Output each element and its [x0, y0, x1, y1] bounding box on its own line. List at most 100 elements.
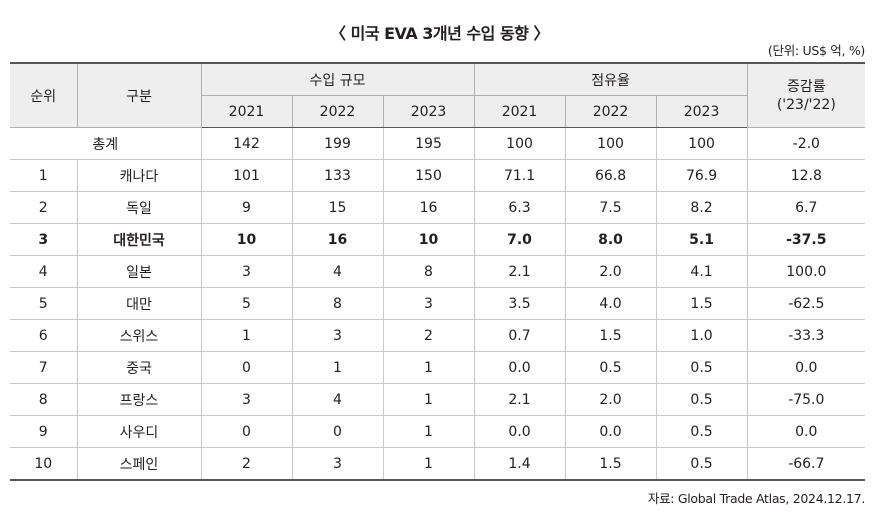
- import-value-cell: 8: [291, 287, 383, 320]
- import-value-cell: 1: [382, 447, 475, 481]
- change-value-cell: -75.0: [746, 383, 866, 416]
- rank-cell: 4: [10, 255, 77, 288]
- change-value-cell: 6.7: [746, 191, 866, 224]
- unit-note: (단위: US$ 억, %): [767, 43, 865, 58]
- import-value-cell: 16: [382, 191, 475, 224]
- table-row: 총계 142 199 195 100 100 100 -2.0: [10, 127, 866, 160]
- source-note: 자료: Global Trade Atlas, 2024.12.17.: [647, 491, 865, 506]
- header-rank: 순위: [10, 62, 78, 128]
- import-value-cell: 101: [200, 159, 292, 192]
- import-value-cell: 8: [382, 255, 475, 288]
- header-share-year: 2021: [473, 95, 566, 128]
- table-row: 1 캐나다 101 133 150 71.1 66.8 76.9 12.8: [10, 159, 866, 192]
- rank-cell: 5: [10, 287, 77, 320]
- share-value-cell: 0.7: [473, 319, 566, 352]
- header-share-year: 2023: [655, 95, 748, 128]
- share-value-cell: 1.5: [564, 319, 657, 352]
- import-value-cell: 0: [200, 415, 292, 448]
- import-value-cell: 3: [382, 287, 475, 320]
- share-value-cell: 5.1: [655, 223, 748, 256]
- share-value-cell: 1.5: [655, 287, 748, 320]
- import-value-cell: 150: [382, 159, 475, 192]
- share-value-cell: 0.0: [473, 351, 566, 384]
- import-value-cell: 4: [291, 255, 383, 288]
- country-cell: 사우디: [76, 415, 201, 448]
- header-change-label: 증감률: [786, 78, 826, 95]
- import-value-cell: 0: [200, 351, 292, 384]
- country-cell: 스위스: [76, 319, 201, 352]
- change-value-cell: 0.0: [746, 351, 866, 384]
- import-value-cell: 195: [382, 127, 475, 160]
- share-value-cell: 2.0: [564, 255, 657, 288]
- import-value-cell: 0: [291, 415, 383, 448]
- header-import-year: 2023: [382, 95, 475, 128]
- share-value-cell: 0.0: [564, 415, 657, 448]
- import-value-cell: 2: [200, 447, 292, 481]
- import-value-cell: 199: [291, 127, 383, 160]
- rank-cell: 8: [10, 383, 77, 416]
- header-change: 증감률 ('23/'22): [746, 62, 866, 128]
- header-import-year: 2021: [200, 95, 293, 128]
- import-value-cell: 3: [200, 255, 292, 288]
- import-value-cell: 3: [291, 319, 383, 352]
- import-value-cell: 16: [291, 223, 383, 256]
- import-value-cell: 3: [291, 447, 383, 481]
- rank-cell: 6: [10, 319, 77, 352]
- share-value-cell: 8.0: [564, 223, 657, 256]
- table-row: 7 중국 0 1 1 0.0 0.5 0.5 0.0: [10, 351, 866, 384]
- share-value-cell: 0.0: [473, 415, 566, 448]
- share-value-cell: 4.1: [655, 255, 748, 288]
- import-trend-table: 순위 구분 수입 규모 점유율 증감률 ('23/'22) 2021 2022 …: [10, 62, 866, 481]
- country-cell: 대만: [76, 287, 201, 320]
- change-value-cell: -37.5: [746, 223, 866, 256]
- table-row: 5 대만 5 8 3 3.5 4.0 1.5 -62.5: [10, 287, 866, 320]
- share-value-cell: 2.1: [473, 383, 566, 416]
- import-value-cell: 1: [382, 415, 475, 448]
- rank-cell: 7: [10, 351, 77, 384]
- table-row: 10 스페인 2 3 1 1.4 1.5 0.5 -66.7: [10, 447, 866, 481]
- share-value-cell: 1.4: [473, 447, 566, 481]
- rank-cell: 2: [10, 191, 77, 224]
- import-value-cell: 1: [291, 351, 383, 384]
- table-row: 4 일본 3 4 8 2.1 2.0 4.1 100.0: [10, 255, 866, 288]
- header-share-year: 2022: [564, 95, 657, 128]
- header-import-year: 2022: [291, 95, 384, 128]
- share-value-cell: 7.0: [473, 223, 566, 256]
- table-row: 6 스위스 1 3 2 0.7 1.5 1.0 -33.3: [10, 319, 866, 352]
- table-row: 8 프랑스 3 4 1 2.1 2.0 0.5 -75.0: [10, 383, 866, 416]
- change-value-cell: -2.0: [746, 127, 866, 160]
- country-cell: 독일: [76, 191, 201, 224]
- change-value-cell: -33.3: [746, 319, 866, 352]
- import-value-cell: 10: [200, 223, 292, 256]
- import-value-cell: 10: [382, 223, 475, 256]
- import-value-cell: 1: [200, 319, 292, 352]
- import-value-cell: 15: [291, 191, 383, 224]
- header-import-scale: 수입 규모: [200, 62, 475, 96]
- header-share: 점유율: [473, 62, 748, 96]
- table-row: 2 독일 9 15 16 6.3 7.5 8.2 6.7: [10, 191, 866, 224]
- share-value-cell: 100: [655, 127, 748, 160]
- share-value-cell: 0.5: [655, 383, 748, 416]
- rank-cell: 9: [10, 415, 77, 448]
- change-value-cell: -62.5: [746, 287, 866, 320]
- share-value-cell: 4.0: [564, 287, 657, 320]
- share-value-cell: 0.5: [655, 415, 748, 448]
- import-value-cell: 3: [200, 383, 292, 416]
- rank-cell: 10: [10, 447, 77, 481]
- import-value-cell: 2: [382, 319, 475, 352]
- table-row: 3 대한민국 10 16 10 7.0 8.0 5.1 -37.5: [10, 223, 866, 256]
- share-value-cell: 1.0: [655, 319, 748, 352]
- table-body: 총계 142 199 195 100 100 100 -2.0 1 캐나다 101 133 150 71.…: [10, 127, 866, 481]
- table-row: 9 사우디 0 0 1 0.0 0.0 0.5 0.0: [10, 415, 866, 448]
- share-value-cell: 76.9: [655, 159, 748, 192]
- country-cell: 캐나다: [76, 159, 201, 192]
- share-value-cell: 2.0: [564, 383, 657, 416]
- share-value-cell: 7.5: [564, 191, 657, 224]
- import-value-cell: 142: [200, 127, 292, 160]
- import-value-cell: 4: [291, 383, 383, 416]
- import-value-cell: 1: [382, 383, 475, 416]
- table-title: 〈 미국 EVA 3개년 수입 동향 〉: [330, 24, 549, 43]
- rank-cell: 1: [10, 159, 77, 192]
- share-value-cell: 66.8: [564, 159, 657, 192]
- header-change-period: ('23/'22): [776, 96, 836, 113]
